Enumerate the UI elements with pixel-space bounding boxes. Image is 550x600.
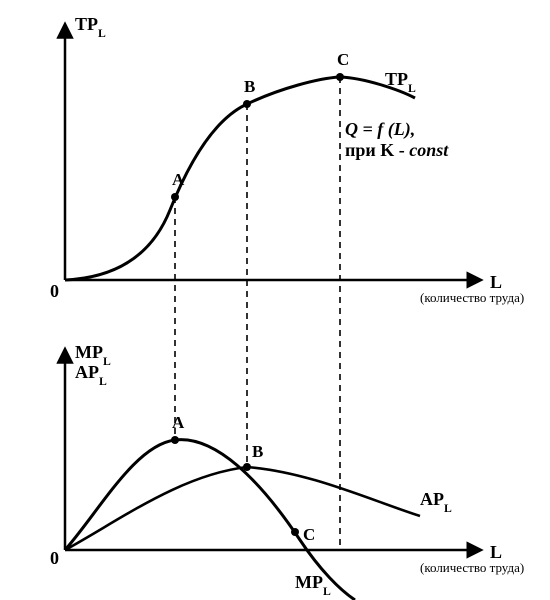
bottom-label-c: C (303, 525, 315, 544)
bottom-x-label: L (490, 542, 502, 562)
equation-line1: Q = f (L), (345, 119, 415, 140)
bottom-x-note: (количество труда) (420, 560, 524, 575)
top-x-note: (количество труда) (420, 290, 524, 305)
bottom-origin-label: 0 (50, 548, 59, 568)
bottom-point-c (291, 528, 299, 536)
equation-line2: при K - const (345, 140, 449, 160)
bottom-label-b: B (252, 442, 263, 461)
top-y-label: TPL (75, 14, 106, 40)
ap-curve-label: APL (420, 489, 452, 515)
top-chart: TPL 0 L (количество труда) TPL Q = f (L)… (50, 14, 524, 305)
ap-curve (65, 467, 420, 550)
top-label-c: C (337, 50, 349, 69)
tp-curve (65, 77, 415, 280)
bottom-point-b (243, 463, 251, 471)
top-label-b: B (244, 77, 255, 96)
bottom-chart: MPL APL 0 L (количество труда) APL MPL A… (50, 342, 524, 600)
top-label-a: A (172, 170, 185, 189)
diagram-svg: TPL 0 L (количество труда) TPL Q = f (L)… (0, 0, 550, 600)
top-origin-label: 0 (50, 281, 59, 301)
bottom-label-a: A (172, 413, 185, 432)
diagram-container: TPL 0 L (количество труда) TPL Q = f (L)… (0, 0, 550, 600)
top-x-label: L (490, 272, 502, 292)
bottom-point-a (171, 436, 179, 444)
